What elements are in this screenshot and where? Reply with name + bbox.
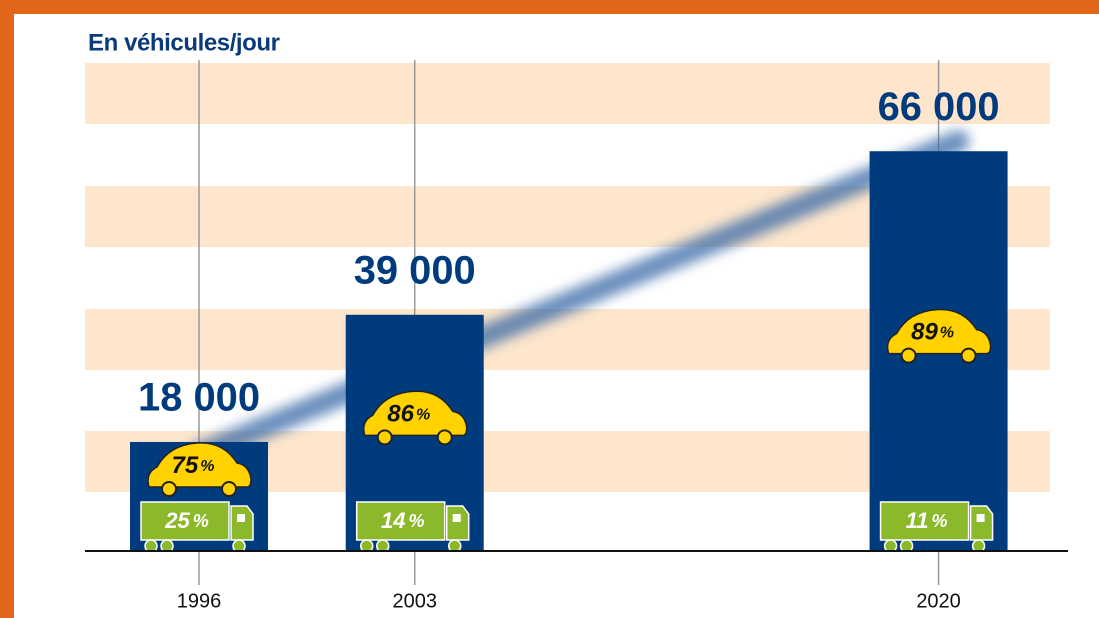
truck-share-unit: % (931, 511, 947, 531)
x-tick-label: 2003 (392, 590, 437, 612)
wheel (161, 480, 178, 497)
stripe (85, 63, 1050, 124)
chart-title: En véhicules/jour (88, 29, 280, 56)
car-share-value: 75 (172, 452, 199, 479)
truck-share-unit: % (193, 511, 209, 531)
truck-window (452, 514, 461, 522)
value-label: 39 000 (354, 248, 476, 292)
car-share-value: 89 (911, 319, 938, 346)
truck-cab (230, 505, 254, 541)
truck-window (976, 514, 985, 522)
x-tick-label: 1996 (177, 590, 222, 612)
wheel (900, 347, 917, 364)
truck (140, 501, 254, 553)
wheel (436, 429, 453, 446)
car-share-unit: % (940, 325, 954, 342)
truck-share-label: 14% (381, 508, 425, 533)
left-border (0, 0, 14, 618)
wheel (376, 429, 393, 446)
truck-share-unit: % (408, 511, 424, 531)
truck-body (879, 501, 970, 541)
truck-cab (445, 505, 470, 541)
truck-body (140, 501, 230, 541)
car-share-label: 89% (911, 319, 954, 346)
wheel (960, 347, 977, 364)
x-tick-label: 2020 (916, 590, 961, 612)
value-label: 66 000 (878, 85, 1000, 129)
value-label: 18 000 (138, 376, 260, 420)
truck-share-value: 25 (164, 508, 190, 533)
car-share-unit: % (416, 407, 430, 424)
car-share-label: 75% (172, 452, 215, 479)
car-share-label: 86% (387, 401, 430, 428)
car-share-value: 86 (387, 401, 414, 428)
truck-share-label: 11% (906, 508, 948, 533)
wheel (221, 480, 238, 497)
car (147, 442, 252, 497)
truck-cab (969, 505, 994, 541)
truck (879, 501, 994, 553)
car-share-unit: % (200, 458, 214, 475)
truck-share-value: 14 (381, 508, 405, 533)
truck (355, 501, 470, 553)
truck-share-value: 11 (906, 508, 929, 533)
car (886, 308, 992, 364)
car (362, 390, 468, 446)
truck-share-label: 25% (164, 508, 209, 533)
truck-window (237, 514, 246, 522)
top-border (0, 0, 1099, 14)
trend-glow (188, 130, 970, 465)
truck-body (355, 501, 446, 541)
